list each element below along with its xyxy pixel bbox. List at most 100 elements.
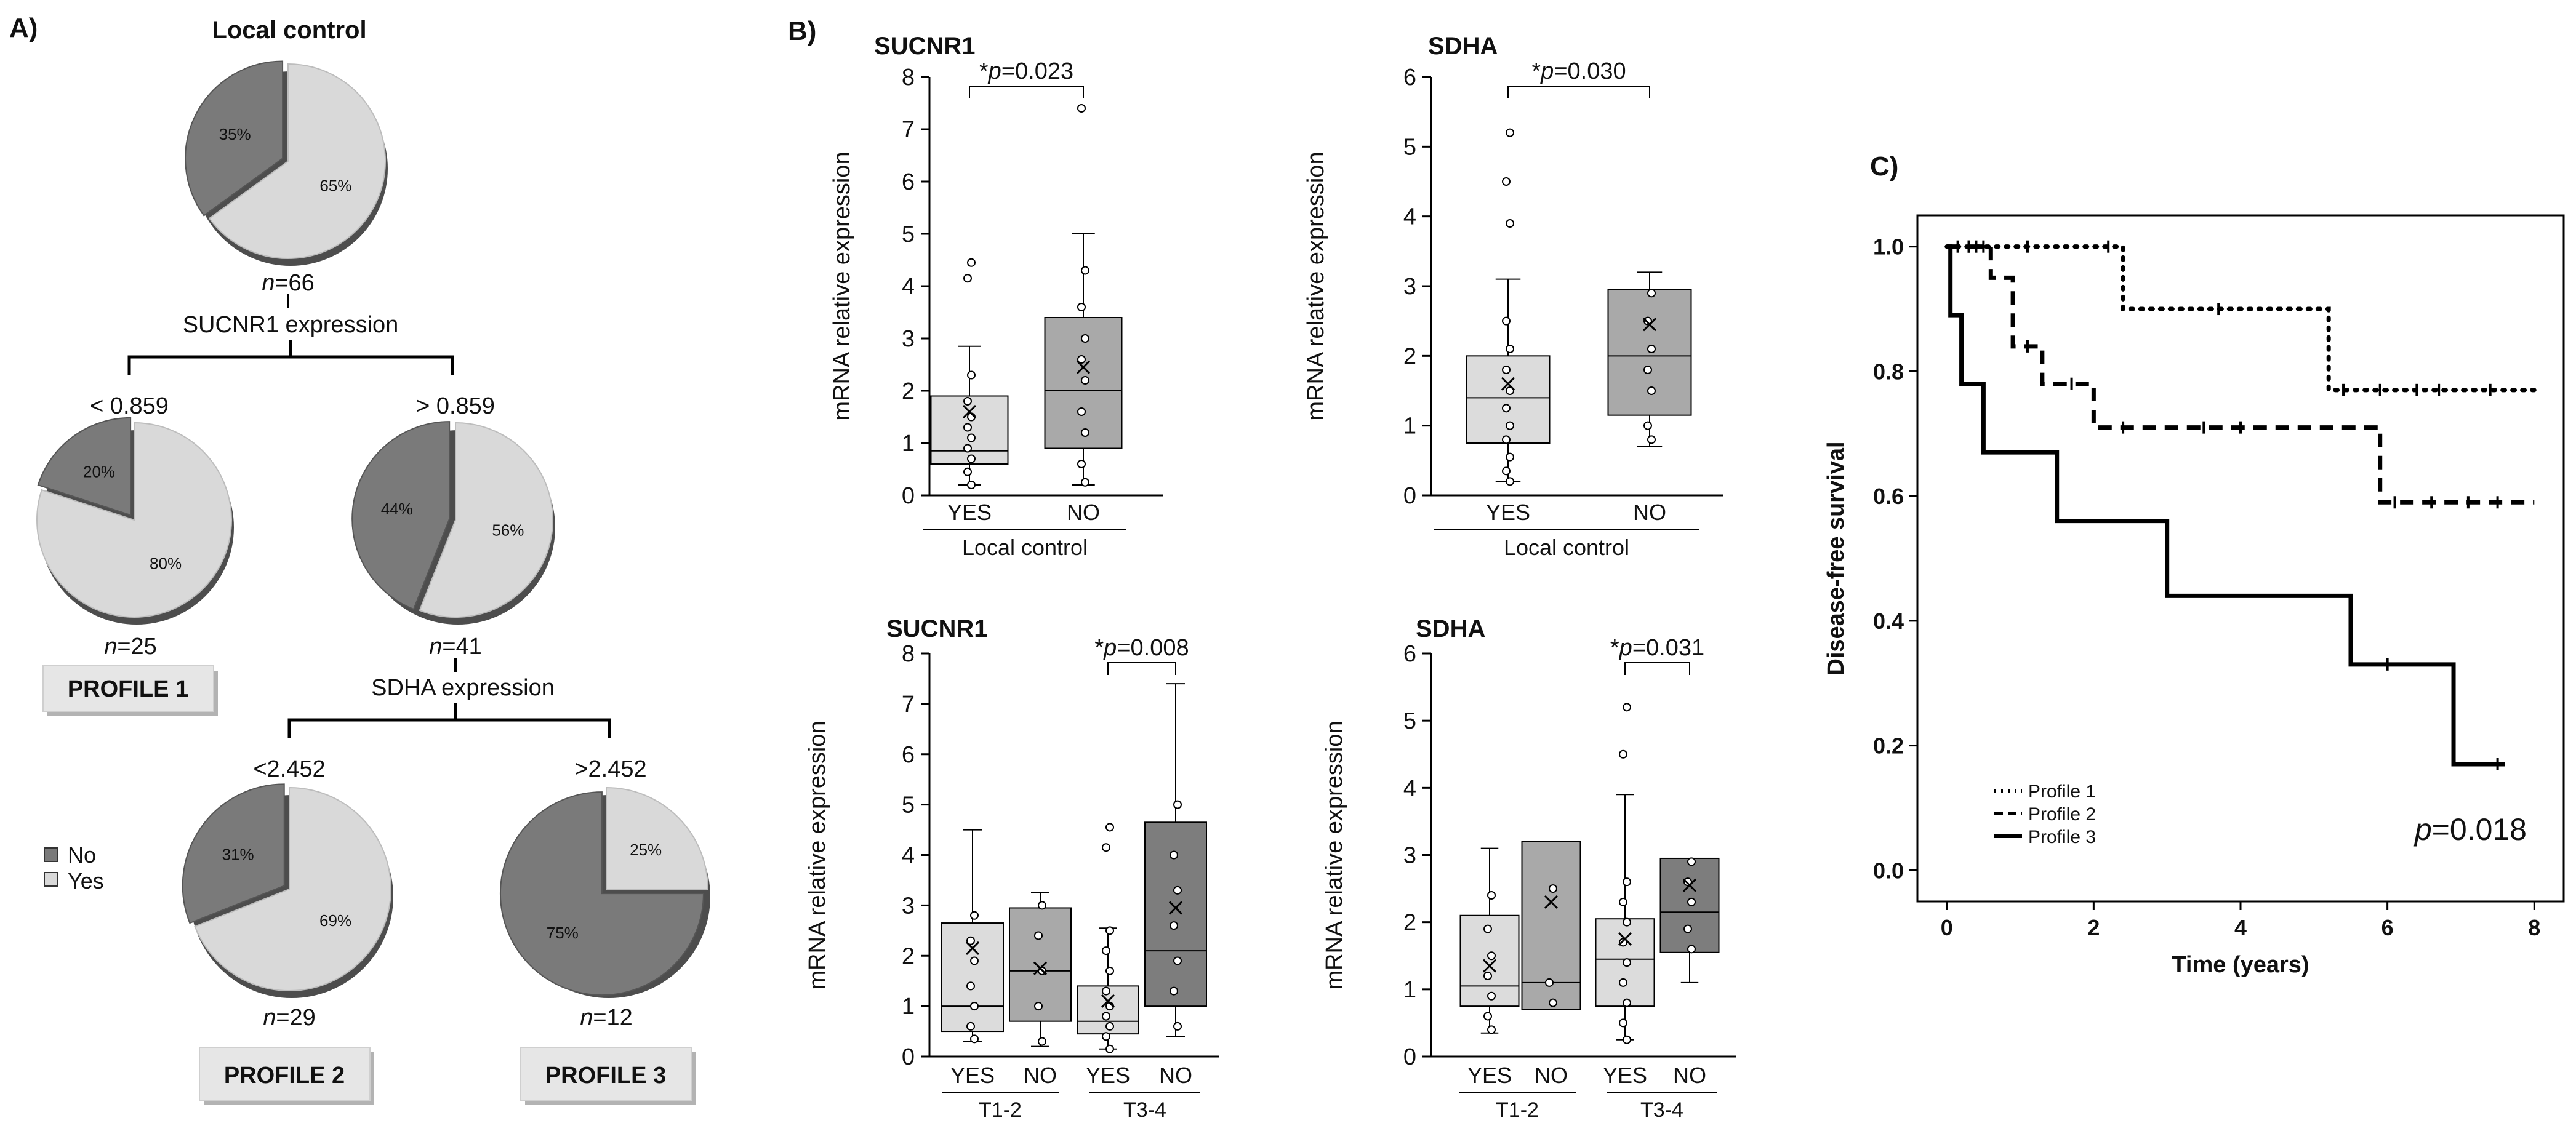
km-xtick-label: 6: [2381, 915, 2394, 940]
b4-point: [1687, 945, 1696, 954]
b4-group-label: T3-4: [1640, 1098, 1683, 1122]
b4-point: [1487, 951, 1496, 961]
b4-point: [1623, 917, 1631, 927]
b1-point: [1081, 428, 1089, 437]
b2-category-label: YES: [1486, 500, 1530, 525]
b4-point: [1687, 897, 1696, 906]
b4-point: [1619, 897, 1627, 906]
b3-point: [1102, 1032, 1110, 1041]
b1-ytick-label: 4: [902, 274, 915, 300]
tree-branch-2: [287, 718, 611, 738]
b2-point: [1502, 404, 1511, 413]
b1-point: [967, 433, 976, 442]
b4-mean-marker: [1682, 878, 1697, 892]
pie-p1-slice-yes: [36, 422, 232, 618]
b3-group-label: T3-4: [1123, 1098, 1166, 1122]
b3-point: [1170, 921, 1178, 930]
pie-n41-slice-no: [351, 421, 451, 610]
b2-ytick-label: 6: [1403, 65, 1416, 90]
b2-point: [1506, 421, 1514, 430]
b3-title: SUCNR1: [886, 615, 987, 642]
pie-n41-label-no: 44%: [381, 500, 413, 518]
b3-ytick-label: 5: [902, 793, 915, 818]
b3-point: [1105, 1021, 1114, 1031]
b1-ytick-label: 3: [902, 326, 915, 352]
b4-point: [1487, 991, 1496, 1001]
legend-label-yes: Yes: [68, 868, 104, 893]
b4-ytick-label: 0: [1403, 1044, 1416, 1070]
pie-legend: No Yes: [44, 842, 104, 893]
b1-ytick-label: 6: [902, 169, 915, 195]
b3-point: [1173, 800, 1182, 809]
b3-point: [1102, 1012, 1110, 1021]
km-ylabel: Disease-free survival: [1823, 441, 1849, 675]
b2-title: SDHA: [1428, 33, 1498, 60]
b4-point: [1683, 924, 1692, 933]
km-xlabel: Time (years): [2172, 952, 2309, 978]
b3-ytick-label: 6: [902, 742, 915, 768]
pie-root-slice-yes: [208, 63, 386, 259]
pie-root-label-no: 35%: [219, 125, 251, 143]
b2-ytick-label: 0: [1403, 483, 1416, 509]
b4-point: [1483, 972, 1492, 980]
b1-point: [963, 444, 972, 453]
b4-point: [1619, 749, 1627, 759]
panel-b: B) SUCNR1 mRNA relative expression 0 1 2 3 4 5 6…: [788, 16, 1736, 1122]
pie-p2-label-yes: 69%: [319, 911, 351, 930]
b3-ytick-label: 7: [902, 692, 915, 717]
b4-point: [1487, 891, 1496, 900]
b4-point: [1623, 877, 1631, 887]
b4-ytick-label: 5: [1403, 708, 1416, 734]
b4-point: [1623, 958, 1631, 967]
b3-sig-bracket: [1107, 662, 1176, 675]
split2-high: >2.452: [574, 756, 646, 782]
b3-point: [1102, 946, 1110, 956]
kaplan-meier-plot: 0 2 4 6 8 0.0 0.2 0.4 0.6 0.8 1.0 Time (years) Disea…: [1823, 214, 2565, 978]
profile-2-box: PROFILE 2: [199, 1047, 374, 1105]
b1-ytick-label: 1: [902, 431, 915, 457]
b2-point: [1506, 477, 1514, 486]
b3-ylabel: mRNA relative expression: [804, 721, 830, 989]
b2-ylabel: mRNA relative expression: [1303, 151, 1329, 420]
b4-sig-label: *p=0.031: [1610, 635, 1704, 661]
panel-a-label: A): [9, 13, 38, 43]
b2-point: [1506, 219, 1514, 228]
b3-point: [1173, 956, 1182, 965]
b4-point: [1687, 857, 1696, 866]
b1-point: [1077, 460, 1086, 468]
legend-label-no: No: [68, 842, 96, 868]
b4-ytick-label: 6: [1403, 641, 1416, 667]
profile-3-label: PROFILE 3: [545, 1063, 666, 1089]
b2-ytick-label: 5: [1403, 134, 1416, 160]
b4-point: [1619, 978, 1627, 987]
b4-title: SDHA: [1416, 615, 1485, 642]
panel-a-title: Local control: [212, 17, 366, 44]
b3-ytick-label: 2: [902, 943, 915, 969]
b3-category-label: NO: [1159, 1063, 1192, 1088]
b1-point: [963, 467, 972, 476]
b1-category-label: YES: [947, 500, 992, 525]
b4-point: [1483, 924, 1492, 933]
b1-ytick-label: 7: [902, 117, 915, 143]
b4-ytick-label: 2: [1403, 910, 1416, 936]
pie-profile-2: 69% 31%: [182, 783, 393, 998]
split2-low: <2.452: [253, 756, 325, 782]
b4-point: [1619, 938, 1627, 947]
b2-ytick-label: 2: [1403, 343, 1416, 369]
km-ytick-label: 0.4: [1873, 609, 1904, 634]
b1-point: [1077, 355, 1086, 364]
b2-point: [1502, 366, 1511, 374]
b3-point: [966, 981, 975, 991]
b2-ytick-label: 3: [1403, 274, 1416, 300]
b3-point: [1105, 823, 1114, 832]
km-p-value: p=0.018: [2413, 812, 2527, 847]
b2-point: [1506, 452, 1514, 462]
b4-mean-marker: [1482, 959, 1497, 973]
b3-ytick-label: 1: [902, 994, 915, 1020]
pie-sucnr1-high: 56% 44%: [351, 421, 555, 625]
b4-ylabel: mRNA relative expression: [1322, 721, 1347, 989]
pie-profile-3: 25% 75%: [499, 786, 710, 998]
b2-point: [1647, 345, 1656, 353]
split2-label: SDHA expression: [371, 675, 555, 701]
km-legend-label-1: Profile 1: [2028, 781, 2096, 802]
